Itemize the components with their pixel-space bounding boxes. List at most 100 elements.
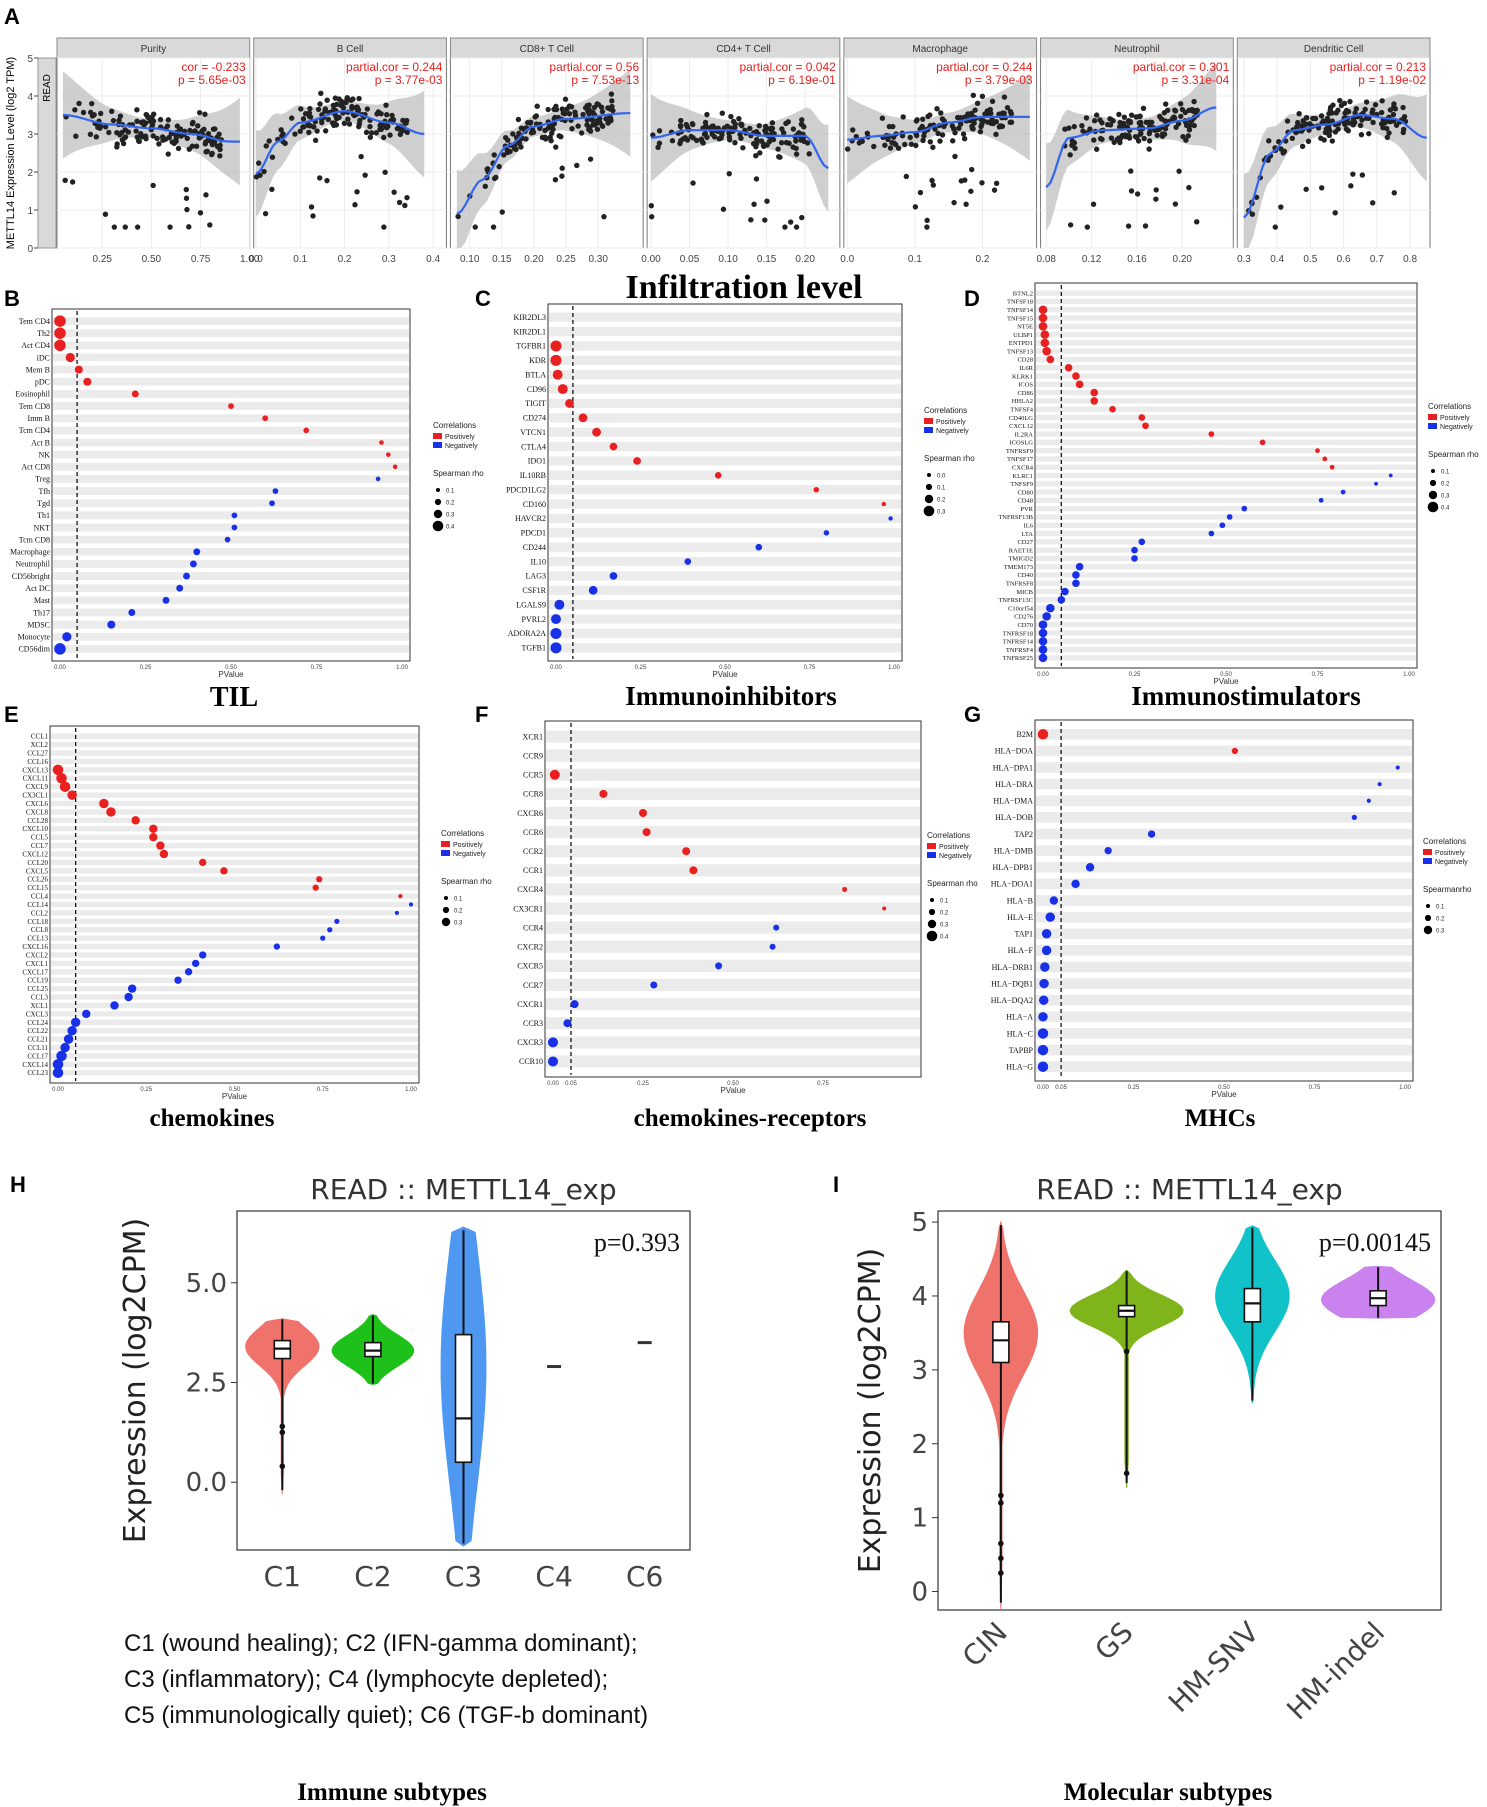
a-xtick: 1.00 [240, 254, 260, 265]
legend-size-title: Spearman rho [441, 877, 492, 886]
a-point [1324, 115, 1331, 122]
dot-row-label: HLA−DMA [993, 797, 1033, 806]
dot-mark [842, 886, 848, 892]
dot-row-band [1036, 1044, 1412, 1056]
legend-swatch-negative [927, 852, 936, 858]
dot-row-label: Mem B [26, 365, 50, 374]
dot-row-band [549, 470, 901, 480]
dot-row-label: CCL28 [27, 817, 48, 825]
a-facet-title: CD8+ T Cell [520, 44, 574, 55]
dot-row-label: CD244 [523, 543, 546, 552]
dot-mark [124, 992, 133, 1002]
dot-row-band [1036, 398, 1416, 404]
dot-mark [52, 764, 64, 776]
a-point [298, 106, 304, 112]
dot-row-label: CXCL10 [22, 825, 48, 833]
dot-row-label: CD28 [1017, 357, 1033, 364]
dot-row-label: VTCN1 [520, 428, 546, 437]
a-xtick: 0.1 [908, 254, 922, 265]
dot-xtick: 0.25 [1129, 672, 1141, 678]
a-point [1326, 132, 1333, 139]
a-point [102, 211, 109, 217]
a-point [62, 177, 68, 184]
a-point [404, 129, 411, 136]
legend-positive: Positively [1435, 850, 1465, 857]
dot-row-label: CXCL17 [22, 968, 48, 976]
a-point [263, 143, 269, 149]
a-point [879, 115, 886, 121]
dot-row-label: CCL3 [31, 994, 49, 1002]
dot-mark [74, 365, 83, 374]
a-point [322, 106, 329, 112]
a-point [87, 131, 94, 138]
dot-mark [1075, 562, 1084, 571]
legend-size-label: 0.3 [1436, 929, 1445, 935]
dot-row-band [1036, 423, 1416, 429]
dot-row-label: TAPBP [1009, 1046, 1034, 1055]
a-point [336, 114, 342, 121]
dot-row-band [51, 767, 418, 773]
a-point [1280, 150, 1286, 156]
a-point [1179, 106, 1186, 113]
dot-row-label: HLA−G [1006, 1062, 1033, 1071]
a-point [1091, 118, 1098, 124]
a-point [979, 121, 985, 128]
a-facet-title: Purity [141, 44, 167, 55]
dot-row-label: IL10 [530, 557, 546, 566]
a-point [1391, 190, 1397, 196]
a-point [122, 224, 128, 230]
a-point [339, 102, 345, 109]
violin-ytick: 2 [911, 1430, 928, 1460]
dot-row-band [1036, 431, 1416, 437]
dot-row-label: Act DC [25, 584, 50, 593]
dot-mark [1037, 1061, 1049, 1072]
a-point [913, 132, 920, 139]
a-point [787, 219, 794, 225]
dot-row-band [51, 994, 418, 1000]
a-point [189, 120, 196, 127]
dot-mark [1040, 338, 1050, 348]
a-xtick: 0.50 [142, 254, 162, 265]
dot-mark [1147, 830, 1156, 838]
dot-mark [131, 816, 140, 825]
a-point [920, 137, 926, 144]
dot-row-label: CXCL2 [26, 951, 49, 959]
violin-note: C1 (wound healing); C2 (IFN-gamma domina… [124, 1630, 638, 1657]
panel-letter-F: F [475, 702, 488, 727]
a-stat: cor = -0.233 [181, 60, 246, 74]
a-point [109, 108, 115, 114]
a-point [400, 127, 406, 134]
dot-row-label: CCR4 [523, 923, 543, 932]
a-point [1379, 98, 1385, 104]
a-point [80, 109, 87, 116]
a-facet-title: Macrophage [912, 44, 968, 55]
violin-ytick: 2.5 [186, 1368, 227, 1398]
dot-mark [183, 572, 190, 580]
a-point [1121, 114, 1128, 120]
dot-mark [131, 390, 139, 398]
dot-row-band [1036, 547, 1416, 553]
dot-row-band [53, 487, 409, 495]
a-point [590, 122, 597, 128]
legend-title: Correlations [1428, 402, 1471, 411]
a-point [1303, 115, 1310, 121]
dot-row-label: Macrophage [10, 548, 50, 557]
a-xtick: 0.10 [460, 254, 480, 265]
dot-mark [639, 809, 647, 817]
panel-letter-D: D [964, 286, 980, 311]
a-point [895, 145, 902, 151]
legend-size-dot [441, 917, 451, 927]
panel-F: XCR1 CCR9 CCR5 CCR8 CXCR6 CCR6 CCR2 CCR1 CXCR4 CX… [513, 720, 978, 1095]
dot-xtick: 0.25 [1128, 1085, 1140, 1091]
a-point [307, 105, 313, 112]
a-confidence-band [1046, 63, 1217, 231]
a-point [949, 123, 956, 129]
dot-mark [1388, 473, 1393, 478]
legend-size-dot [927, 473, 931, 477]
dot-mark [162, 596, 170, 604]
dot-row-label: KLRC1 [1012, 473, 1033, 480]
a-point [349, 103, 355, 110]
a-point [114, 129, 120, 136]
a-point [1173, 124, 1179, 131]
a-point [1178, 113, 1184, 120]
